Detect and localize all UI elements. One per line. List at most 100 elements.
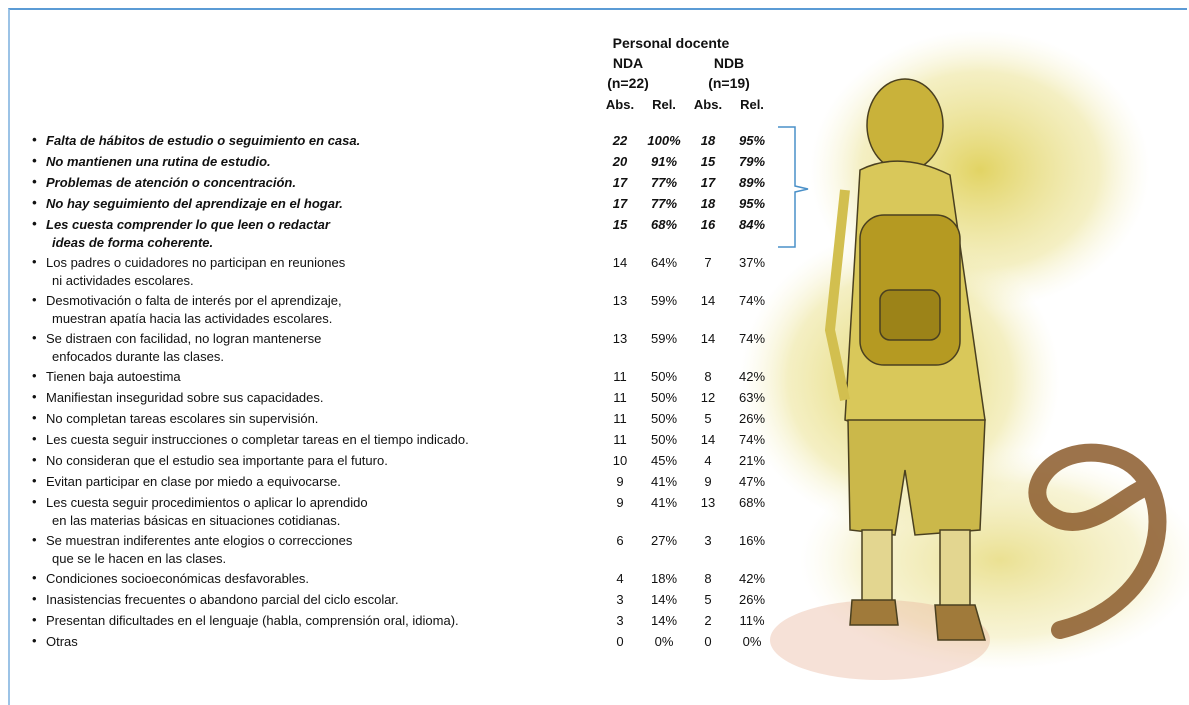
cell: 100% xyxy=(647,133,681,148)
cell: 95% xyxy=(738,196,766,211)
cell: 22 xyxy=(612,133,628,148)
header-title: Personal docente xyxy=(612,35,730,51)
cell: 14% xyxy=(650,613,678,628)
label-line: No consideran que el estudio sea importa… xyxy=(46,453,388,468)
label-line: Presentan dificultades en el lenguaje (h… xyxy=(46,613,459,628)
row-label: No completan tareas escolares sin superv… xyxy=(46,410,318,428)
label-line: Problemas de atención o concentración. xyxy=(46,175,296,190)
bullet: • xyxy=(32,254,37,269)
cell: 74% xyxy=(738,432,766,447)
bullet: • xyxy=(32,195,37,210)
table-row: • No mantienen una rutina de estudio. 20 91… xyxy=(0,153,780,174)
bullet: • xyxy=(32,410,37,425)
bullet: • xyxy=(32,494,37,509)
label-line: que se le hacen en las clases. xyxy=(52,551,227,566)
label-line: Inasistencias frecuentes o abandono parc… xyxy=(46,592,399,607)
label-line: Les cuesta seguir instrucciones o comple… xyxy=(46,432,469,447)
column-header: Abs. xyxy=(693,97,723,112)
table-row: • Les cuesta seguir instrucciones o compl… xyxy=(0,431,780,452)
cell: 41% xyxy=(650,495,678,510)
cell: 11 xyxy=(613,432,627,447)
cell: 74% xyxy=(738,331,766,346)
bullet: • xyxy=(32,132,37,147)
cell: 10 xyxy=(612,453,628,468)
cell: 9 xyxy=(704,474,712,489)
label-line: Los padres o cuidadores no participan en… xyxy=(46,255,346,270)
cell: 4 xyxy=(616,571,624,586)
cell: 14 xyxy=(612,255,628,270)
cell: 68% xyxy=(738,495,766,510)
table-row: • Los padres o cuidadores no participan e… xyxy=(0,254,780,292)
cell: 15 xyxy=(700,154,716,169)
bullet: • xyxy=(32,368,37,383)
table-row: • Condiciones socioeconómicas desfavorabl… xyxy=(0,570,780,591)
row-label: Les cuesta comprender lo que leen o reda… xyxy=(46,216,330,252)
bullet: • xyxy=(32,452,37,467)
bullet: • xyxy=(32,570,37,585)
cell: 18 xyxy=(700,133,716,148)
cell: 9 xyxy=(616,495,624,510)
bullet: • xyxy=(32,292,37,307)
bullet: • xyxy=(32,633,37,648)
label-line: No mantienen una rutina de estudio. xyxy=(46,154,271,169)
table-row: • No hay seguimiento del aprendizaje en e… xyxy=(0,195,780,216)
group-name: NDB xyxy=(713,55,745,71)
label-line: en las materias básicas en situaciones c… xyxy=(52,513,341,528)
cell: 26% xyxy=(738,592,766,607)
cell: 0% xyxy=(742,634,762,649)
label-line: Condiciones socioeconómicas desfavorable… xyxy=(46,571,310,586)
cell: 84% xyxy=(738,217,766,232)
row-label: Los padres o cuidadores no participan en… xyxy=(46,254,345,290)
cell: 11 xyxy=(613,411,627,426)
cell: 16% xyxy=(738,533,766,548)
cell: 9 xyxy=(616,474,624,489)
cell: 13 xyxy=(612,293,628,308)
cell: 79% xyxy=(738,154,766,169)
bullet: • xyxy=(32,612,37,627)
label-line: No hay seguimiento del aprendizaje en el… xyxy=(46,196,343,211)
table-row: • Problemas de atención o concentración. 1… xyxy=(0,174,780,195)
cell: 17 xyxy=(612,175,628,190)
label-line: Se muestran indiferentes ante elogios o … xyxy=(46,533,353,548)
cell: 14 xyxy=(700,331,716,346)
label-line: Manifiestan inseguridad sobre sus capaci… xyxy=(46,390,324,405)
row-label: No mantienen una rutina de estudio. xyxy=(46,153,271,171)
cell: 41% xyxy=(650,474,678,489)
column-header: Rel. xyxy=(652,97,676,112)
table-row: • Otras 0 0% 0 0% xyxy=(0,633,780,654)
table-row: • Tienen baja autoestima 11 50% 8 42% xyxy=(0,368,780,389)
row-label: Problemas de atención o concentración. xyxy=(46,174,296,192)
row-label: Desmotivación o falta de interés por el … xyxy=(46,292,342,328)
cell: 7 xyxy=(704,255,712,270)
cell: 8 xyxy=(704,571,712,586)
table-row: • Evitan participar en clase por miedo a … xyxy=(0,473,780,494)
table-row: • Manifiestan inseguridad sobre sus capac… xyxy=(0,389,780,410)
cell: 91% xyxy=(650,154,678,169)
question-mark xyxy=(1028,443,1167,639)
row-label: Otras xyxy=(46,633,78,651)
cell: 11 xyxy=(613,390,627,405)
table-row: • Les cuesta seguir procedimientos o apli… xyxy=(0,494,780,532)
cell: 2 xyxy=(704,613,712,628)
group-name: NDA xyxy=(612,55,644,71)
table-row: • Desmotivación o falta de interés por el… xyxy=(0,292,780,330)
cell: 0% xyxy=(654,634,674,649)
label-line: ideas de forma coherente. xyxy=(52,235,214,250)
cell: 13 xyxy=(700,495,716,510)
cell: 50% xyxy=(650,411,678,426)
label-line: Se distraen con facilidad, no logran man… xyxy=(46,331,322,346)
label-line: muestran apatía hacia las actividades es… xyxy=(52,311,333,326)
bracket xyxy=(778,126,809,248)
label-line: Tienen baja autoestima xyxy=(46,369,181,384)
row-label: Tienen baja autoestima xyxy=(46,368,181,386)
table-row: • Se distraen con facilidad, no logran ma… xyxy=(0,330,780,368)
column-header: Abs. xyxy=(605,97,635,112)
bullet: • xyxy=(32,174,37,189)
cell: 12 xyxy=(700,390,716,405)
cell: 27% xyxy=(650,533,678,548)
row-label: Se muestran indiferentes ante elogios o … xyxy=(46,532,352,568)
label-line: Les cuesta comprender lo que leen o reda… xyxy=(46,217,330,232)
cell: 45% xyxy=(650,453,678,468)
bullet: • xyxy=(32,431,37,446)
